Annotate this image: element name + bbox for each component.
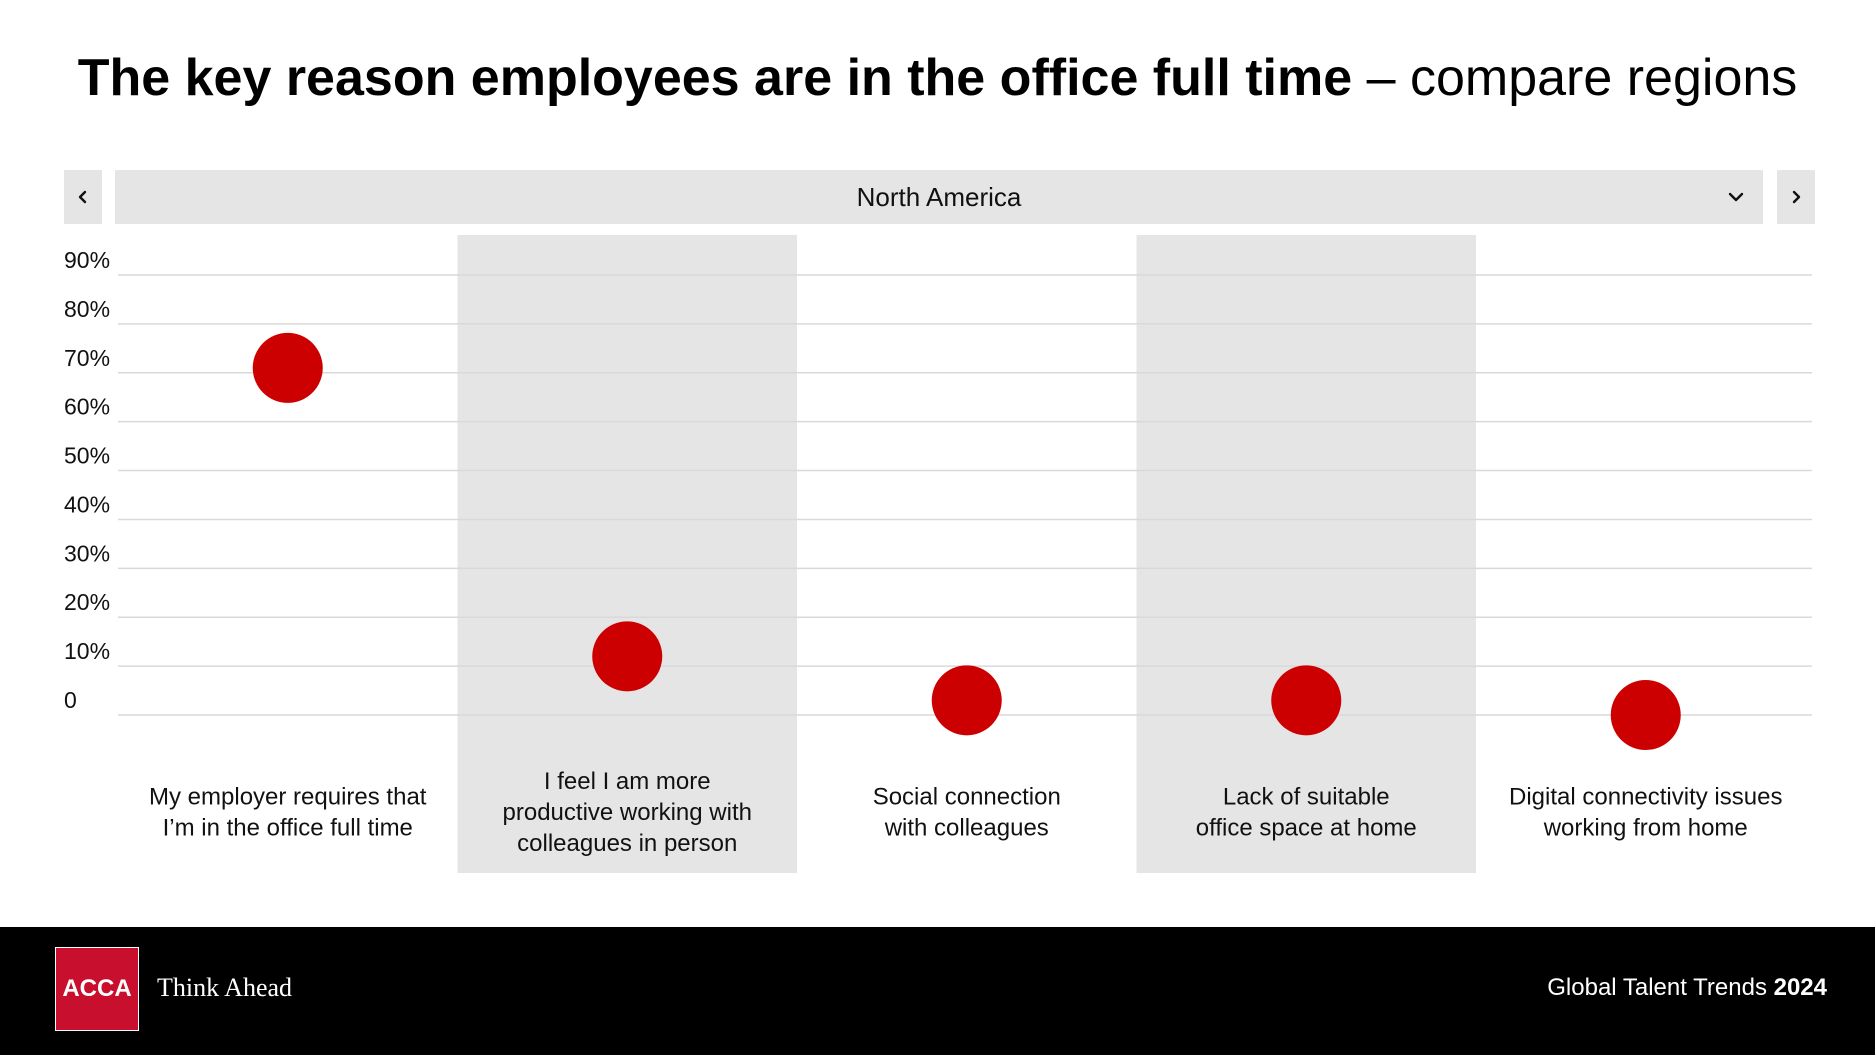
y-tick-label: 90% (64, 247, 110, 273)
page-title: The key reason employees are in the offi… (0, 46, 1875, 110)
data-point (592, 621, 663, 692)
y-tick-label: 40% (64, 491, 110, 517)
chevron-left-icon (78, 190, 87, 204)
category-label: I feel I am more productive working with c… (503, 768, 752, 857)
y-tick-label: 30% (64, 540, 110, 566)
category-column-shade (457, 235, 797, 873)
title-main: The key reason employees are in the offi… (77, 49, 1353, 107)
region-selected-value: North America (856, 182, 1022, 212)
acca-logo: ACCA (55, 947, 139, 1031)
category-label: Lack of suitable office space at home (1196, 784, 1417, 842)
previous-region-button[interactable] (64, 170, 102, 224)
tagline: Think Ahead (157, 973, 293, 1002)
report-title: Global Talent Trends (1547, 974, 1774, 1001)
chevron-down-icon (1728, 192, 1744, 202)
category-label: Digital connectivity issues working from … (1509, 784, 1782, 842)
category-column-shade (1136, 235, 1476, 873)
y-tick-label: 50% (64, 443, 110, 469)
report-name: Global Talent Trends 2024 (1547, 971, 1827, 1005)
category-label: My employer requires that I’m in the offi… (149, 784, 427, 842)
category-label: Social connection with colleagues (873, 784, 1061, 842)
y-tick-label: 10% (64, 638, 110, 664)
data-point (252, 332, 323, 403)
data-point (1610, 680, 1681, 750)
region-dropdown[interactable]: North America (115, 170, 1763, 224)
y-tick-label: 0 (64, 687, 77, 713)
logo-text: ACCA (62, 975, 132, 1002)
chevron-right-icon (1792, 190, 1801, 204)
y-tick-label: 80% (64, 296, 110, 322)
y-tick-label: 20% (64, 589, 110, 615)
data-point (1271, 665, 1342, 736)
report-year: 2024 (1773, 974, 1827, 1001)
data-point (931, 665, 1002, 736)
y-tick-label: 60% (64, 394, 110, 420)
footer-bar: ACCA Think Ahead Global Talent Trends 20… (0, 927, 1875, 1055)
y-tick-label: 70% (64, 345, 110, 371)
title-suffix: – compare regions (1352, 49, 1798, 107)
next-region-button[interactable] (1777, 170, 1815, 224)
dot-chart: 0 10% 20% 30% 40% 50% 60% 70% 80% 90% My employer… (64, 235, 1812, 873)
